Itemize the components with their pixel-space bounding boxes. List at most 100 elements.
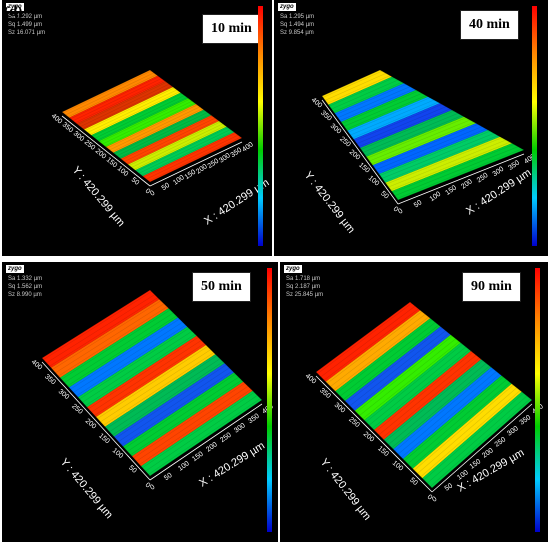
- surface-stripe: [120, 115, 219, 165]
- y-tick-label: 350: [43, 373, 57, 386]
- surface-stripe: [96, 345, 216, 427]
- sq-value: Sq 1.562 µm: [8, 284, 43, 290]
- y-tick-label: 0: [392, 206, 400, 214]
- surface-stripe: [42, 290, 160, 368]
- sq-value: Sq 1.499 µm: [8, 22, 43, 28]
- sq-value: Sq 1.494 µm: [280, 22, 315, 28]
- y-tick-label: 100: [391, 460, 405, 473]
- x-tick-label: 50: [161, 182, 171, 192]
- surface-plot: 4000350503001002501502002001502501003005…: [304, 301, 545, 523]
- panel-10-min: 400 0 350 50 300 100 250 150 200 200 150 250 100 300 5…: [2, 0, 272, 256]
- y-axis-title: Y : 420.299 µm: [302, 169, 357, 235]
- surface-stripe: [360, 110, 464, 157]
- x-tick-label: 100: [429, 191, 443, 203]
- y-tick-label: 250: [83, 139, 97, 152]
- surface-stripe: [391, 143, 524, 200]
- zygo-logo: zygo: [278, 3, 296, 11]
- y-axis-line: [61, 115, 151, 187]
- x-tick-label: 350: [519, 414, 533, 426]
- y-axis-line: [321, 99, 399, 205]
- time-label: 10 min: [202, 14, 261, 44]
- x-tick-label: 150: [191, 451, 205, 463]
- x-tick-label: 250: [494, 436, 508, 448]
- x-tick-label: 400: [241, 141, 255, 153]
- x-tick-label: 150: [469, 458, 483, 470]
- sq-value: Sq 2.187 µm: [286, 284, 321, 290]
- y-tick-label: 100: [111, 447, 125, 460]
- x-tick-label: 300: [506, 425, 520, 437]
- panel-40-min: 400 0 350 50 300 100 250 150 200 200 150 250 100 300 5…: [274, 0, 548, 256]
- surface-stripe: [69, 317, 188, 398]
- surface-stripe: [372, 123, 488, 174]
- y-tick-label: 200: [94, 148, 108, 161]
- surface-stripe: [422, 391, 532, 488]
- zygo-logo: zygo: [6, 3, 24, 11]
- y-tick-label: 300: [57, 388, 71, 401]
- x-tick-label: 250: [476, 172, 490, 184]
- surface-stripe: [76, 81, 173, 130]
- y-tick-label: 150: [376, 445, 390, 458]
- surface-stripe: [322, 70, 392, 105]
- surface-stripe: [62, 70, 158, 118]
- surface-stats: Sa 1.332 µm Sq 1.562 µm Sz 8.990 µm: [8, 275, 42, 299]
- sz-value: Sz 8.990 µm: [8, 292, 42, 298]
- surface-plot: 4000350503001002501502002001502501003005…: [302, 69, 537, 236]
- surface-stripe: [135, 126, 235, 177]
- x-tick-label: 300: [492, 166, 506, 178]
- y-axis-line: [315, 375, 433, 493]
- surface-stripe: [383, 359, 492, 450]
- time-label: 50 min: [192, 272, 251, 302]
- figure-label: (d): [4, 4, 23, 20]
- y-tick-label: 400: [50, 113, 64, 126]
- surface-stats: Sa 1.295 µm Sq 1.494 µm Sz 9.854 µm: [280, 13, 314, 37]
- y-tick-label: 0: [144, 482, 152, 490]
- x-tick-label: 150: [444, 184, 458, 196]
- surface-stripe: [412, 383, 522, 479]
- surface-stripe: [114, 363, 234, 447]
- panel-90-min: 400 0 350 50 300 100 250 150 200 200 150 250 100 300 5…: [280, 262, 548, 542]
- x-tick-label: 0: [431, 496, 438, 504]
- x-axis-line: [397, 153, 525, 205]
- surface-stripe: [354, 334, 461, 421]
- x-tick-label: 50: [444, 482, 454, 492]
- surface-stripe: [98, 98, 196, 147]
- surface-stripe: [123, 372, 244, 457]
- surface-stripe: [105, 354, 225, 437]
- x-tick-label: 200: [481, 447, 495, 459]
- time-label: 40 min: [460, 10, 519, 40]
- x-tick-label: 0: [397, 208, 404, 216]
- y-tick-label: 150: [97, 432, 111, 445]
- surface-stripe: [69, 75, 166, 124]
- surface-stripe: [51, 299, 169, 378]
- surface-stripe: [403, 375, 512, 469]
- surface-stripe: [316, 302, 421, 382]
- surface-stripes: [41, 289, 263, 477]
- zygo-logo: zygo: [6, 265, 24, 273]
- surface-stripe: [84, 87, 181, 136]
- sa-value: Sa 1.295 µm: [280, 14, 315, 20]
- x-tick-label: 0: [149, 484, 156, 492]
- surface-stripe: [366, 116, 476, 166]
- y-tick-label: 200: [362, 431, 376, 444]
- surface-stripes: [315, 301, 533, 489]
- y-axis-line: [41, 361, 151, 481]
- sz-value: Sz 25.845 µm: [286, 292, 324, 298]
- y-tick-label: 250: [70, 403, 84, 416]
- panel-50-min: 400 0 350 50 300 100 250 150 200 200 150 250 100 300 5…: [2, 262, 278, 542]
- x-tick-label: 50: [163, 472, 173, 482]
- x-axis-line: [149, 141, 243, 187]
- sa-value: Sa 1.332 µm: [8, 276, 43, 282]
- y-tick-label: 250: [347, 416, 361, 429]
- x-tick-label: 200: [205, 441, 219, 453]
- surface-stripe: [379, 130, 500, 183]
- sz-value: Sz 16.071 µm: [8, 30, 46, 36]
- y-axis-title: Y : 420.299 µm: [70, 164, 127, 229]
- surface-stripe: [141, 390, 262, 476]
- y-tick-label: 50: [130, 176, 141, 186]
- surface-stripe: [132, 381, 253, 467]
- height-color-scale: [532, 6, 537, 246]
- surface-stripe: [374, 351, 482, 440]
- surface-stripe: [142, 132, 242, 182]
